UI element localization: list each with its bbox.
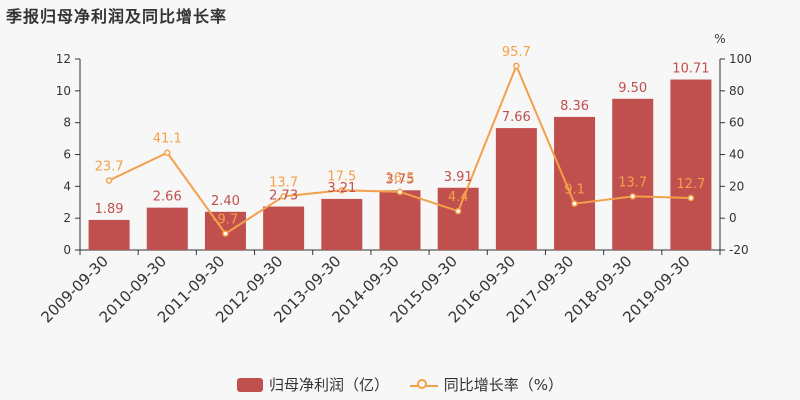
bar <box>321 198 363 250</box>
growth-value-label: 9.1 <box>564 183 585 198</box>
bar-value-label: 9.50 <box>618 81 647 96</box>
y-right-tick-label: 100 <box>729 52 752 66</box>
growth-point <box>280 193 287 200</box>
bar-value-label: 3.91 <box>444 170 473 185</box>
y-left-tick-label: 4 <box>63 179 71 193</box>
bar <box>263 206 305 250</box>
y-right-tick-label: 0 <box>729 211 737 225</box>
y-left-tick-label: 2 <box>63 211 71 225</box>
legend-item-profit[interactable]: 归母净利润（亿） <box>236 374 389 395</box>
bar <box>495 128 537 250</box>
bar <box>670 79 712 250</box>
bar <box>88 219 130 250</box>
growth-point <box>629 193 636 200</box>
growth-point <box>571 200 578 207</box>
y-right-tick-label: -20 <box>729 243 749 257</box>
legend-item-growth[interactable]: 同比增长率（%） <box>409 374 564 395</box>
bar-value-label: 3.21 <box>327 181 356 196</box>
y-right-unit-label: % <box>714 32 725 46</box>
y-right-tick-label: 20 <box>729 179 744 193</box>
bar-value-label: 7.66 <box>502 110 531 125</box>
growth-value-label: 16.5 <box>386 171 415 186</box>
bar-value-label: 1.89 <box>95 202 124 217</box>
bar-value-label: 2.73 <box>269 189 298 204</box>
legend-swatch-bar <box>236 377 263 392</box>
growth-value-label: 12.7 <box>676 177 705 192</box>
growth-value-label: 13.7 <box>269 175 298 190</box>
growth-point <box>513 62 520 70</box>
growth-value-label: -9.7 <box>213 213 238 228</box>
growth-value-label: 17.5 <box>327 169 356 184</box>
growth-value-label: 95.7 <box>502 45 531 60</box>
y-left-tick-label: 0 <box>63 243 71 257</box>
growth-point <box>338 187 346 194</box>
bar <box>612 98 654 251</box>
bar <box>379 190 421 250</box>
legend-label-profit: 归母净利润（亿） <box>268 376 389 394</box>
growth-point <box>164 149 171 156</box>
chart-title: 季报归母净利润及同比增长率 <box>6 7 228 26</box>
growth-point <box>454 207 462 215</box>
bar <box>554 116 596 250</box>
growth-point <box>222 230 229 237</box>
bar-value-label: 2.66 <box>153 190 182 205</box>
bar-value-label: 8.36 <box>560 99 589 114</box>
growth-point <box>687 194 695 202</box>
growth-value-label: 23.7 <box>95 159 124 174</box>
y-right-tick-label: 60 <box>729 116 744 130</box>
bar-value-label: 2.40 <box>211 194 240 209</box>
chart-legend: 归母净利润（亿） 同比增长率（%） <box>0 374 800 396</box>
y-left-tick-label: 8 <box>63 116 71 130</box>
growth-value-label: 13.7 <box>618 175 647 190</box>
bar-value-label: 3.75 <box>386 172 415 187</box>
growth-value-label: 4.4 <box>448 190 469 205</box>
growth-point <box>105 177 113 184</box>
y-left-tick-label: 12 <box>56 52 71 66</box>
legend-label-growth: 同比增长率（%） <box>443 376 564 394</box>
y-right-tick-label: 80 <box>729 84 744 98</box>
bar <box>437 187 479 250</box>
growth-point <box>396 188 404 196</box>
growth-value-label: 41.1 <box>153 132 182 147</box>
y-left-tick-label: 6 <box>63 148 71 162</box>
y-right-tick-label: 40 <box>729 148 744 162</box>
y-left-tick-label: 10 <box>56 84 71 98</box>
bar <box>146 207 188 250</box>
bar-value-label: 10.71 <box>672 62 709 77</box>
legend-swatch-line <box>409 378 438 392</box>
